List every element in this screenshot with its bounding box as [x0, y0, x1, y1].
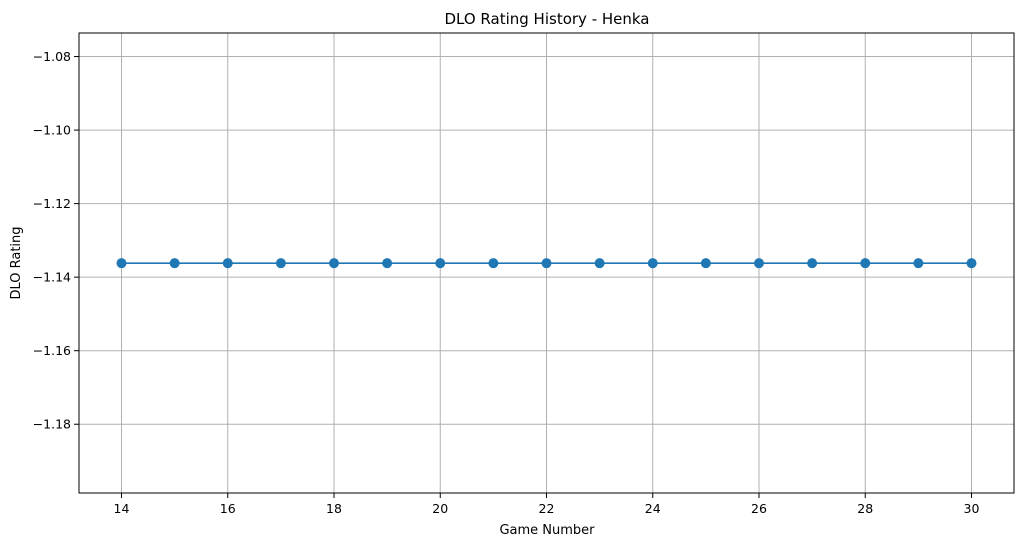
x-tick-label: 24	[645, 501, 661, 516]
data-point	[488, 258, 499, 269]
x-tick-label: 16	[220, 501, 236, 516]
data-point	[541, 258, 552, 269]
data-point	[382, 258, 393, 269]
x-tick-label: 20	[432, 501, 448, 516]
data-point	[169, 258, 180, 269]
data-point	[966, 258, 977, 269]
data-point	[222, 258, 233, 269]
data-point	[700, 258, 711, 269]
chart-title: DLO Rating History - Henka	[444, 10, 649, 28]
x-tick-label: 14	[114, 501, 130, 516]
y-tick-label: −1.14	[33, 270, 71, 285]
y-tick-label: −1.16	[33, 343, 71, 358]
y-tick-label: −1.08	[33, 49, 71, 64]
x-axis-label: Game Number	[499, 523, 595, 538]
data-point	[594, 258, 605, 269]
data-point	[807, 258, 818, 269]
data-point	[116, 258, 127, 269]
axis-ticks: 14 16 18 20 22 24 26 28 30 −1.08 −1.10 −1.12 −1.14 −1…	[33, 49, 980, 516]
plot-frame	[78, 32, 1015, 494]
data-point	[754, 258, 764, 269]
x-tick-label: 22	[539, 501, 555, 516]
data-point	[913, 258, 924, 269]
x-tick-label: 28	[857, 501, 873, 516]
x-tick-label: 18	[326, 501, 342, 516]
x-tick-label: 30	[964, 501, 980, 516]
data-point	[860, 258, 871, 269]
y-tick-label: −1.10	[33, 123, 71, 138]
y-tick-label: −1.12	[33, 196, 71, 211]
y-axis-label: DLO Rating	[9, 226, 24, 299]
data-point	[647, 258, 658, 269]
y-tick-label: −1.18	[33, 417, 71, 432]
data-point	[275, 258, 286, 269]
data-point	[329, 258, 339, 269]
x-tick-label: 26	[751, 501, 767, 516]
data-point	[435, 258, 446, 269]
data-series	[116, 258, 977, 269]
